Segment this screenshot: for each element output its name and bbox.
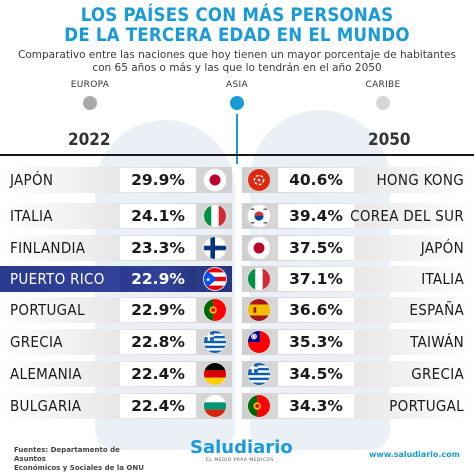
left-row-2: ITALIA 24.1% <box>0 203 232 229</box>
italy-flag-icon <box>203 204 227 228</box>
right-row-8: 34.3% PORTUGAL <box>242 393 474 419</box>
japan-flag-icon <box>247 236 271 260</box>
percentage-value: 22.9% <box>120 298 196 322</box>
japan-flag-icon <box>203 168 227 192</box>
subtitle-line-1: Comparativo entre las naciones que hoy t… <box>18 49 456 61</box>
percentage-value: 37.5% <box>278 236 354 260</box>
logo-tagline: EL MEDIO PARA MEDICOS <box>206 458 274 463</box>
logo-text: Saludiario <box>190 437 293 458</box>
left-row-4-highlight: PUERTO RICO 22.9% <box>0 266 232 292</box>
percentage-value: 34.5% <box>278 362 354 386</box>
right-row-7: 34.5% GRECIA <box>242 361 474 387</box>
website-link[interactable]: www.saludiario.com <box>369 450 460 459</box>
percentage-value: 23.3% <box>120 236 196 260</box>
greece-flag-icon <box>247 362 271 386</box>
portugal-flag-icon <box>203 298 227 322</box>
title-line-1: LOS PAÍSES CON MÁS PERSONAS <box>80 5 394 26</box>
country-name: ALEMANIA <box>10 365 82 383</box>
center-divider-line <box>236 114 238 164</box>
left-row-7: ALEMANIA 22.4% <box>0 361 232 387</box>
percentage-value: 37.1% <box>278 267 354 291</box>
country-name: FINLANDIA <box>10 239 86 257</box>
percentage-value: 29.9% <box>120 168 196 192</box>
country-name: PORTUGAL <box>389 397 464 415</box>
percentage-value: 24.1% <box>120 204 196 228</box>
right-row-3: 37.5% JAPÓN <box>242 235 474 261</box>
south-korea-flag-icon <box>247 204 271 228</box>
finland-flag-icon <box>203 236 227 260</box>
country-name: ITALIA <box>10 207 53 225</box>
country-name: GRECIA <box>10 333 63 351</box>
left-row-8: BULGARIA 22.4% <box>0 393 232 419</box>
left-row-6: GRECIA 22.8% <box>0 329 232 355</box>
left-row-3: FINLANDIA 23.3% <box>0 235 232 261</box>
title-line-2: DE LA TERCERA EDAD EN EL MUNDO <box>64 25 410 46</box>
region-dot-europa <box>83 96 97 110</box>
spain-flag-icon <box>247 298 271 322</box>
country-name: ESPAÑA <box>409 301 464 319</box>
year-left: 2022 <box>68 130 111 150</box>
source-line-1: Fuentes: Departamento de Asuntos <box>14 446 120 463</box>
puerto-rico-flag-icon <box>203 267 227 291</box>
percentage-value: 22.8% <box>120 330 196 354</box>
germany-flag-icon <box>203 362 227 386</box>
source-line-2: Económicos y Sociales de la ONU <box>14 464 144 472</box>
greece-flag-icon <box>203 330 227 354</box>
country-name: ITALIA <box>421 270 464 288</box>
region-dot-caribe <box>376 96 390 110</box>
right-row-6: 35.3% TAIWÁN <box>242 329 474 355</box>
percentage-value: 22.9% <box>120 267 196 291</box>
bulgaria-flag-icon <box>203 394 227 418</box>
right-row-5: 36.6% ESPAÑA <box>242 297 474 323</box>
left-row-1: JAPÓN 29.9% <box>0 167 232 193</box>
country-name: JAPÓN <box>10 171 54 189</box>
percentage-value: 22.4% <box>120 394 196 418</box>
percentage-value: 35.3% <box>278 330 354 354</box>
country-name: BULGARIA <box>10 397 82 415</box>
right-row-2: 39.4% COREA DEL SUR <box>242 203 474 229</box>
region-label-europa: EUROPA <box>70 80 110 90</box>
country-name: JAPÓN <box>420 239 464 257</box>
right-row-4: 37.1% ITALIA <box>242 266 474 292</box>
percentage-value: 39.4% <box>278 204 354 228</box>
percentage-value: 34.3% <box>278 394 354 418</box>
percentage-value: 36.6% <box>278 298 354 322</box>
country-name: GRECIA <box>411 365 464 383</box>
region-dot-asia <box>230 96 244 110</box>
country-name: HONG KONG <box>376 171 464 189</box>
saludiario-logo: Saludiario EL MEDIO PARA MEDICOS <box>190 437 293 464</box>
country-name: COREA DEL SUR <box>350 207 464 225</box>
percentage-value: 22.4% <box>120 362 196 386</box>
left-row-5: PORTUGAL 22.9% <box>0 297 232 323</box>
source-credit: Fuentes: Departamento de Asuntos Económi… <box>14 446 144 473</box>
subtitle-line-2: con 65 años o más y las que lo tendrán e… <box>92 62 382 74</box>
country-name: PUERTO RICO <box>10 270 105 288</box>
hong-kong-flag-icon <box>247 168 271 192</box>
percentage-value: 40.6% <box>278 168 354 192</box>
country-name: TAIWÁN <box>410 333 464 351</box>
region-label-asia: ASIA <box>226 80 248 90</box>
country-name: PORTUGAL <box>10 301 85 319</box>
region-label-caribe: CARIBE <box>365 80 401 90</box>
portugal-flag-icon <box>247 394 271 418</box>
taiwan-flag-icon <box>247 330 271 354</box>
italy-flag-icon <box>247 267 271 291</box>
year-right: 2050 <box>368 130 411 150</box>
right-row-1: 40.6% HONG KONG <box>242 167 474 193</box>
year-divider <box>0 154 474 156</box>
